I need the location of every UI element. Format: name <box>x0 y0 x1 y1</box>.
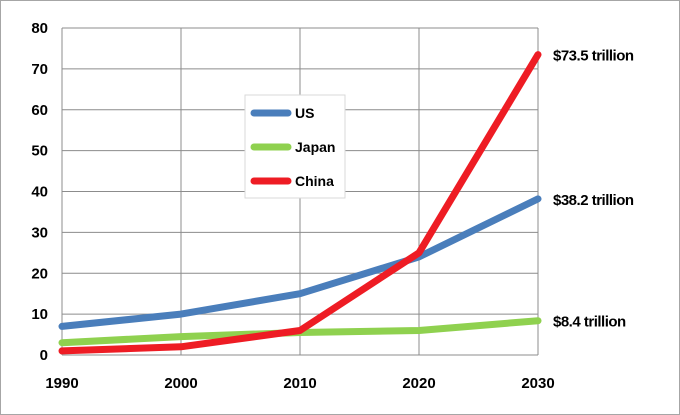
legend: US Japan China <box>244 94 346 199</box>
y-tick-label: 50 <box>31 143 48 160</box>
legend-label-us: US <box>295 105 314 121</box>
y-axis-tick-labels: 0 10 20 30 40 50 60 70 80 <box>31 20 48 364</box>
end-value-labels: $38.2 trillion $8.4 trillion $73.5 trillio… <box>553 48 634 331</box>
legend-label-japan: Japan <box>295 139 335 155</box>
y-tick-label: 20 <box>31 265 48 282</box>
x-tick-label: 2020 <box>402 375 435 392</box>
series-line-us <box>58 195 542 330</box>
y-tick-label: 80 <box>31 20 48 37</box>
y-tick-label: 0 <box>40 347 48 364</box>
x-tick-label: 2000 <box>164 375 197 392</box>
x-axis-tick-labels: 1990 2000 2010 2020 2030 <box>45 375 554 392</box>
y-tick-label: 70 <box>31 61 48 78</box>
end-label-us: $38.2 trillion <box>553 192 634 209</box>
end-label-japan: $8.4 trillion <box>553 314 626 331</box>
series-lines <box>58 51 542 355</box>
gridlines <box>61 27 539 356</box>
y-tick-label: 40 <box>31 184 48 201</box>
x-tick-label: 2030 <box>521 375 554 392</box>
end-label-china: $73.5 trillion <box>553 48 634 65</box>
x-tick-label: 1990 <box>45 375 78 392</box>
y-tick-label: 30 <box>31 224 48 241</box>
y-tick-label: 60 <box>31 102 48 119</box>
series-line-china <box>58 51 542 355</box>
y-tick-label: 10 <box>31 306 48 323</box>
legend-label-china: China <box>295 173 334 189</box>
x-tick-label: 2010 <box>283 375 316 392</box>
